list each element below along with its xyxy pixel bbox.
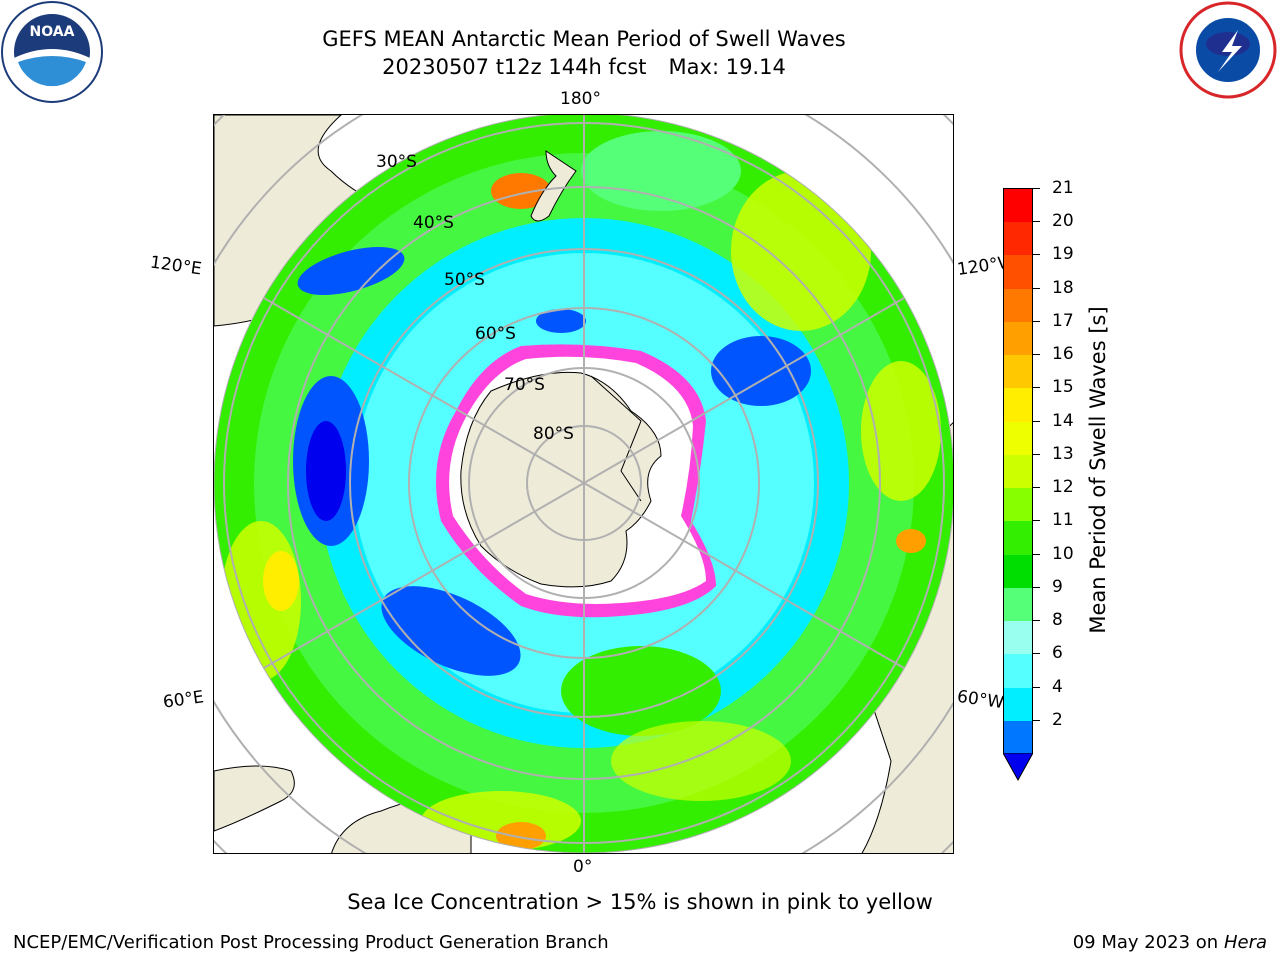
colorbar-tick-label: 15 (1052, 377, 1074, 398)
colorbar-tick-label: 21 (1052, 178, 1074, 198)
colorbar-tick-label: 13 (1052, 443, 1074, 464)
lon-label-60w: 60°W (955, 686, 1006, 714)
colorbar-tick-label: 17 (1052, 310, 1074, 331)
lon-label-60e: 60°E (161, 687, 206, 713)
colorbar-segment (1004, 421, 1032, 456)
sea-ice-note: Sea Ice Concentration > 15% is shown in … (347, 890, 933, 914)
colorbar-segment (1004, 720, 1032, 755)
colorbar-tick-label: 8 (1052, 610, 1063, 631)
polar-map (214, 115, 953, 853)
colorbar-tick-label: 12 (1052, 477, 1074, 498)
nws-logo (1179, 1, 1277, 99)
svg-text:NOAA: NOAA (30, 24, 75, 40)
colorbar (1003, 188, 1033, 755)
colorbar-segment (1004, 189, 1032, 223)
colorbar-tick (1033, 719, 1040, 721)
footer-date: 09 May 2023 on Hera (1073, 932, 1267, 953)
colorbar-segment (1004, 488, 1032, 522)
lat-label-60s: 60°S (475, 324, 516, 344)
colorbar-extend-arrow (1003, 753, 1033, 781)
footer-date-text: 09 May 2023 on (1072, 932, 1219, 953)
colorbar-segment (1004, 388, 1032, 423)
colorbar-tick (1033, 387, 1040, 389)
footer-branch: NCEP/EMC/Verification Post Processing Pr… (13, 932, 609, 953)
chart-subtitle: 20230507 t12z 144h fcst Max: 19.14 (0, 55, 1168, 79)
colorbar-tick-label: 16 (1052, 344, 1074, 365)
colorbar-segment (1004, 687, 1032, 722)
colorbar-segment (1004, 222, 1032, 256)
colorbar-segment (1004, 587, 1032, 622)
lat-label-30s: 30°S (376, 152, 417, 172)
colorbar-segment (1004, 554, 1032, 589)
max-value: Max: 19.14 (668, 55, 786, 79)
colorbar-tick-label: 11 (1052, 510, 1074, 531)
colorbar-segment (1004, 255, 1032, 290)
colorbar-tick (1033, 586, 1040, 588)
lon-label-0: 0° (573, 857, 593, 877)
colorbar-segment (1004, 621, 1032, 655)
colorbar-segment (1004, 654, 1032, 689)
colorbar-segment (1004, 321, 1032, 356)
map-panel (213, 114, 954, 854)
colorbar-tick-label: 20 (1052, 211, 1074, 232)
colorbar-tick (1033, 420, 1040, 422)
colorbar-tick-label: 2 (1052, 709, 1063, 730)
colorbar-tick-label: 18 (1052, 277, 1074, 298)
colorbar-tick (1033, 320, 1040, 322)
colorbar-tick (1033, 653, 1040, 655)
colorbar-tick (1033, 453, 1040, 455)
lat-label-40s: 40°S (413, 213, 454, 233)
colorbar-label: Mean Period of Swell Waves [s] (1086, 306, 1110, 634)
lat-label-50s: 50°S (444, 270, 485, 290)
colorbar-tick (1033, 487, 1040, 489)
colorbar-segment (1004, 288, 1032, 323)
colorbar-tick (1033, 354, 1040, 356)
colorbar-segment (1004, 521, 1032, 556)
lat-label-70s: 70°S (504, 375, 545, 395)
colorbar-tick (1033, 620, 1040, 622)
colorbar-tick (1033, 686, 1040, 688)
noaa-logo: NOAA (1, 1, 103, 103)
colorbar-tick-label: 19 (1052, 244, 1074, 265)
colorbar-tick-label: 9 (1052, 576, 1063, 597)
colorbar-tick (1033, 254, 1040, 256)
colorbar-tick-label: 4 (1052, 676, 1063, 697)
lon-label-180: 180° (560, 89, 601, 109)
colorbar-segment (1004, 355, 1032, 389)
colorbar-tick-label: 10 (1052, 543, 1074, 564)
colorbar-tick (1033, 553, 1040, 555)
colorbar-tick-label: 14 (1052, 410, 1074, 431)
lon-label-120e: 120°E (148, 252, 203, 280)
colorbar-segment (1004, 454, 1032, 489)
colorbar-tick (1033, 287, 1040, 289)
colorbar-tick (1033, 221, 1040, 223)
colorbar-tick (1033, 188, 1040, 189)
forecast-run: 20230507 t12z 144h fcst (382, 55, 647, 79)
colorbar-tick (1033, 520, 1040, 522)
lat-label-80s: 80°S (533, 424, 574, 444)
colorbar-tick-label: 6 (1052, 643, 1063, 664)
footer-host: Hera (1223, 932, 1267, 953)
chart-title: GEFS MEAN Antarctic Mean Period of Swell… (322, 27, 846, 51)
